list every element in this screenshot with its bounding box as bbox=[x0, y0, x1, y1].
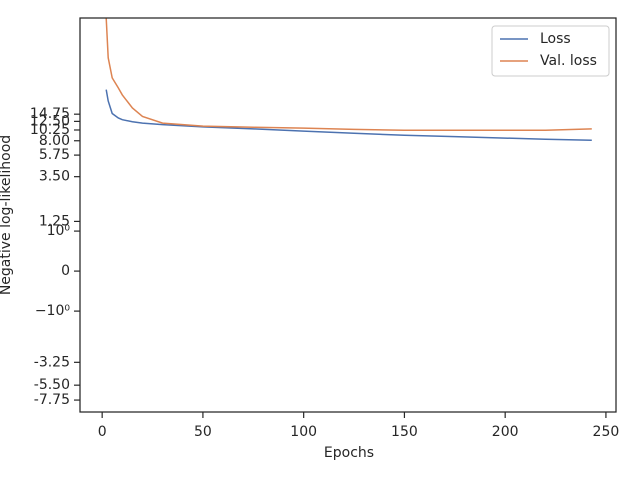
y-tick-label: 0 bbox=[61, 263, 70, 279]
y-tick-label: 12.50 bbox=[30, 113, 70, 129]
y-tick-label: −10⁰ bbox=[35, 303, 71, 319]
y-tick-label: -5.50 bbox=[34, 377, 70, 393]
axes-frame bbox=[79, 17, 617, 413]
x-tick-label: 100 bbox=[290, 424, 317, 440]
line-series bbox=[105, 18, 592, 131]
y-tick-label: 8.00 bbox=[39, 133, 70, 149]
x-tick-label: 50 bbox=[194, 424, 212, 440]
x-axis-label: Epochs bbox=[324, 445, 374, 461]
legend-label: Val. loss bbox=[540, 53, 597, 69]
y-axis-label: Negative log-likelihood bbox=[0, 135, 14, 295]
y-tick-label: 10⁰ bbox=[47, 223, 71, 239]
y-tick-label: -3.25 bbox=[34, 354, 70, 370]
y-tick-label: 14.75 bbox=[30, 106, 70, 122]
legend-label: Loss bbox=[540, 31, 571, 47]
y-tick-label: 10.25 bbox=[30, 122, 70, 138]
y-tick-label: 5.75 bbox=[39, 147, 70, 163]
x-tick-label: 150 bbox=[391, 424, 418, 440]
x-tick-label: 200 bbox=[492, 424, 519, 440]
y-tick-label: -7.75 bbox=[34, 392, 70, 408]
y-tick-label: 1.25 bbox=[39, 213, 70, 229]
plot-area bbox=[105, 18, 592, 141]
y-tick-label: 3.50 bbox=[39, 169, 70, 185]
x-tick-label: 250 bbox=[593, 424, 620, 440]
x-tick-label: 0 bbox=[98, 424, 107, 440]
line-series bbox=[105, 89, 592, 141]
